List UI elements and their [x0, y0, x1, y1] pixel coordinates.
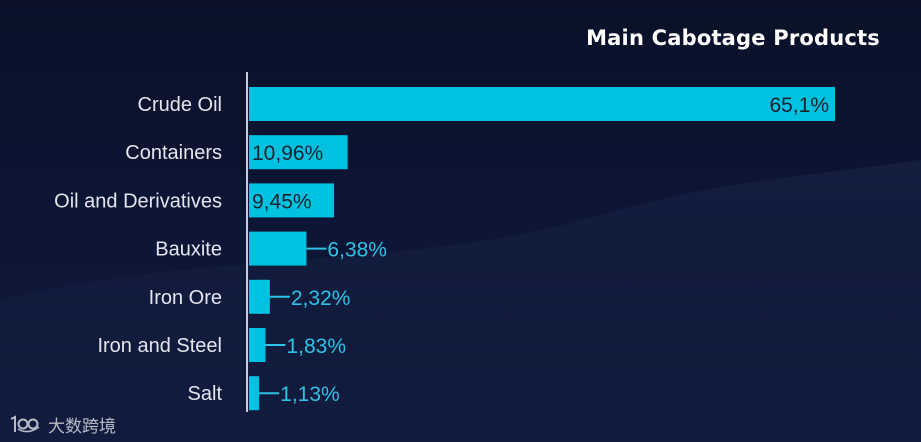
- value-label: 1,13%: [280, 383, 340, 406]
- value-label: 2,32%: [291, 287, 351, 310]
- value-label: 1,83%: [286, 335, 346, 358]
- value-label: 10,96%: [252, 142, 323, 165]
- chart-title: Main Cabotage Products: [586, 26, 880, 50]
- category-label: Iron and Steel: [97, 335, 222, 357]
- watermark: 大数跨境: [8, 412, 116, 437]
- category-label: Iron Ore: [149, 287, 222, 309]
- bar: [249, 87, 835, 121]
- bar: [249, 376, 260, 411]
- value-label: 9,45%: [252, 190, 312, 213]
- 1080-logo-icon: [10, 414, 40, 432]
- bar: [249, 183, 335, 218]
- value-label: 6,38%: [327, 239, 387, 262]
- bar: [249, 279, 270, 314]
- category-label: Salt: [188, 383, 223, 405]
- bar: [249, 231, 307, 266]
- value-label: 65,1%: [769, 94, 829, 117]
- bar: [249, 328, 266, 362]
- category-label: Oil and Derivatives: [54, 190, 222, 212]
- watermark-text: 大数跨境: [48, 417, 116, 437]
- category-label: Containers: [125, 142, 222, 164]
- bar: [249, 135, 348, 170]
- category-label: Crude Oil: [138, 94, 222, 116]
- category-label: Bauxite: [155, 239, 222, 261]
